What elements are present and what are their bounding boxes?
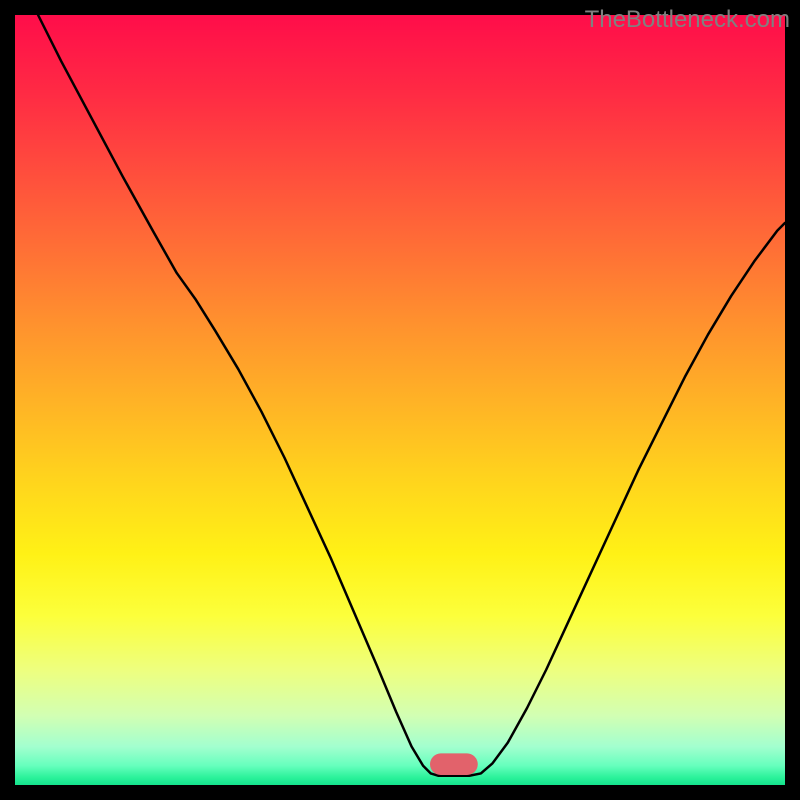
bottleneck-chart: TheBottleneck.com <box>0 0 800 800</box>
plot-background <box>15 15 785 785</box>
optimal-marker <box>430 753 478 775</box>
chart-svg <box>0 0 800 800</box>
